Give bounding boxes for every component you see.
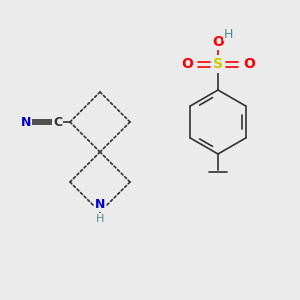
Text: H: H: [96, 214, 104, 224]
Text: N: N: [21, 116, 31, 128]
Text: N: N: [95, 198, 105, 211]
Text: H: H: [223, 28, 233, 40]
Text: C: C: [53, 116, 62, 128]
Text: O: O: [181, 57, 193, 71]
Text: S: S: [213, 57, 223, 71]
Text: O: O: [212, 35, 224, 49]
Text: O: O: [243, 57, 255, 71]
